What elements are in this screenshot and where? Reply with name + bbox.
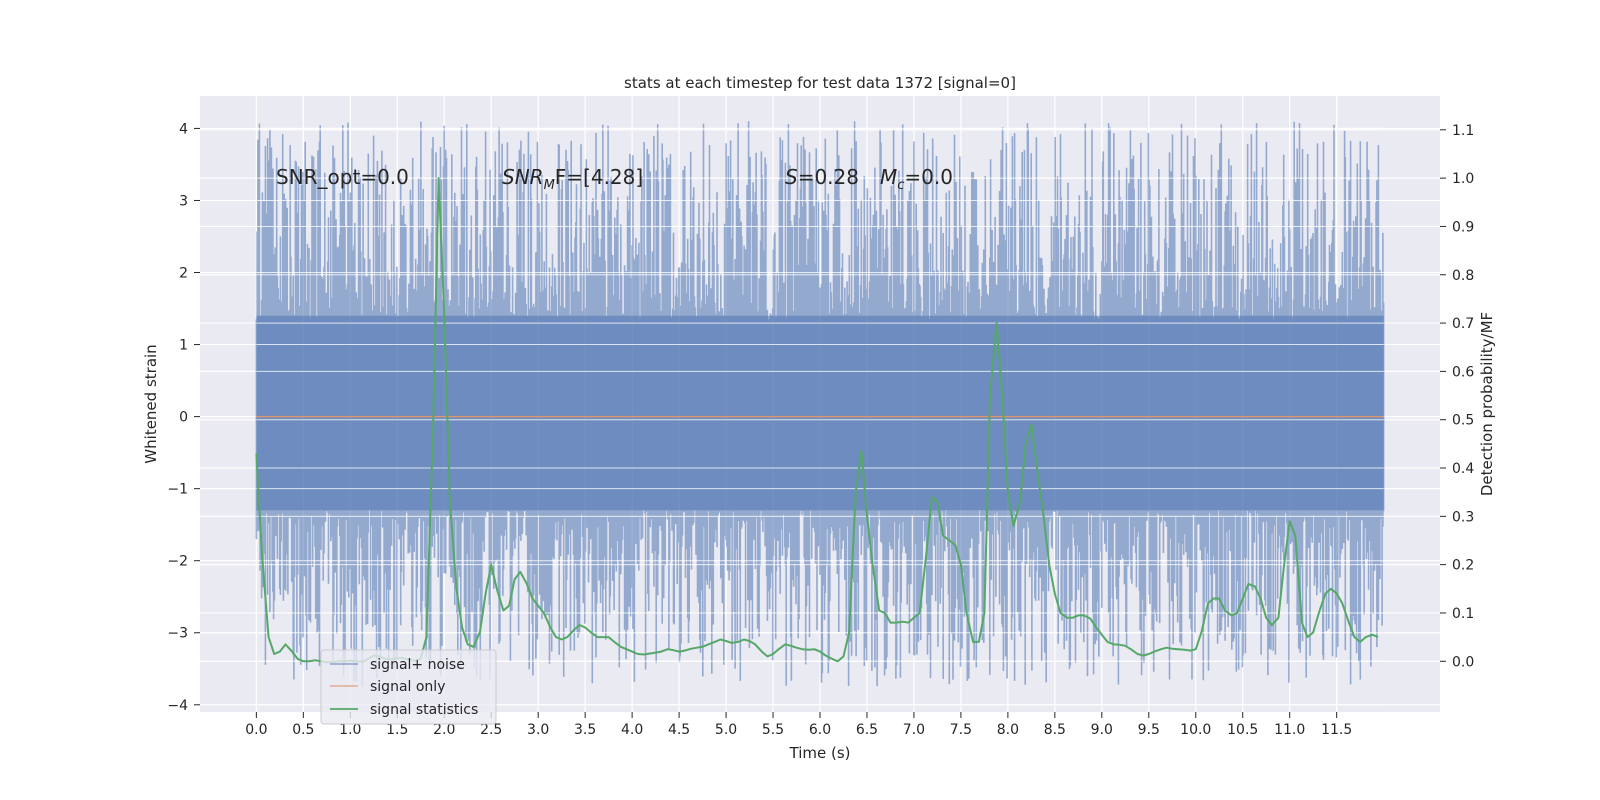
y-tick-label: 1	[179, 338, 188, 354]
y-axis-ticks: 4 3 2 1 0 −1 −2 −3 −4	[167, 121, 200, 714]
y-tick-label: 0	[179, 410, 188, 426]
x-tick-label: 10.0	[1180, 722, 1211, 738]
legend: signal+ noise signal only signal statist…	[320, 649, 497, 725]
y2-tick-label: 0.7	[1452, 316, 1474, 332]
mc-value: =0.0	[904, 165, 953, 189]
x-tick-label: 4.5	[668, 722, 690, 738]
y-tick-label: −1	[167, 482, 188, 498]
x-tick-label: 8.5	[1044, 722, 1066, 738]
y2-tick-label: 0.9	[1452, 219, 1474, 235]
y-axis-label: Whitened strain	[142, 344, 160, 463]
y-tick-label: −2	[167, 554, 188, 570]
y2-tick-label: 0.0	[1452, 654, 1474, 670]
y-tick-label: −3	[167, 626, 188, 642]
annotation-s: S=0.28	[785, 165, 859, 189]
y-tick-label: 4	[179, 121, 188, 137]
x-tick-label: 1.5	[386, 722, 408, 738]
x-tick-label: 2.0	[433, 722, 455, 738]
legend-label-signal-noise: signal+ noise	[370, 657, 465, 673]
y2-tick-label: 0.3	[1452, 509, 1474, 525]
x-tick-label: 5.0	[715, 722, 737, 738]
y2-tick-label: 0.2	[1452, 558, 1474, 574]
x-tick-label: 4.0	[621, 722, 643, 738]
annotation-snr-opt: SNR_opt=0.0	[276, 165, 409, 189]
annotation-snr-mf: SNRMF=[4.28]	[502, 165, 643, 193]
noise-trace	[255, 121, 1385, 687]
y2-axis-label: Detection probability/MF	[1478, 312, 1496, 496]
y2-tick-label: 0.8	[1452, 268, 1474, 284]
x-tick-label: 2.5	[480, 722, 502, 738]
x-tick-label: 0.5	[292, 722, 314, 738]
x-axis-ticks: 0.0 0.5 1.0 1.5 2.0 2.5 3.0 3.5 4.0 4.5 5.0 5.5 6.0 6…	[245, 712, 1352, 738]
y2-tick-label: 0.1	[1452, 606, 1474, 622]
chart-title: stats at each timestep for test data 137…	[624, 74, 1016, 92]
y-tick-label: 3	[179, 193, 188, 209]
snr-mf-value: F=[4.28]	[555, 165, 643, 189]
y-tick-label: −4	[167, 698, 188, 714]
snr-mf-subscript: M	[544, 178, 555, 193]
x-tick-label: 1.0	[339, 722, 361, 738]
y2-tick-label: 0.6	[1452, 364, 1474, 380]
mc-subscript: c	[897, 178, 904, 193]
y2-tick-label: 1.0	[1452, 171, 1474, 187]
x-tick-label: 11.5	[1321, 722, 1352, 738]
snr-mf-symbol: SNR	[502, 165, 544, 189]
x-tick-label: 6.5	[856, 722, 878, 738]
x-tick-label: 11.0	[1274, 722, 1305, 738]
y2-axis-ticks: 1.1 1.0 0.9 0.8 0.7 0.6 0.5 0.4 0.3 0.2 0.1 0.0	[1440, 123, 1474, 670]
x-tick-label: 9.5	[1138, 722, 1160, 738]
x-tick-label: 9.0	[1091, 722, 1113, 738]
s-value: =0.28	[798, 165, 859, 189]
signal-statistics-line	[255, 177, 1379, 664]
x-tick-label: 3.0	[527, 722, 549, 738]
x-tick-label: 3.5	[574, 722, 596, 738]
signal-statistics-series	[255, 177, 1379, 664]
legend-box	[320, 649, 497, 725]
x-tick-label: 0.0	[245, 722, 267, 738]
y2-tick-label: 1.1	[1452, 123, 1474, 139]
y2-tick-label: 0.4	[1452, 461, 1474, 477]
x-tick-label: 8.0	[997, 722, 1019, 738]
x-tick-label: 5.5	[762, 722, 784, 738]
x-tick-label: 7.5	[950, 722, 972, 738]
x-tick-label: 10.5	[1227, 722, 1258, 738]
legend-label-signal-only: signal only	[370, 679, 445, 695]
legend-label-signal-statistics: signal statistics	[370, 702, 478, 718]
signal-noise-series	[255, 121, 1385, 706]
x-axis-label: Time (s)	[789, 744, 851, 762]
y2-tick-label: 0.5	[1452, 413, 1474, 429]
annotation-mc: Mc=0.0	[880, 165, 953, 193]
overlay-gridlines	[256, 127, 1384, 706]
x-tick-label: 6.0	[809, 722, 831, 738]
x-tick-label: 7.0	[903, 722, 925, 738]
mc-symbol: M	[880, 165, 897, 189]
s-symbol: S	[785, 165, 798, 189]
y-tick-label: 2	[179, 266, 188, 282]
